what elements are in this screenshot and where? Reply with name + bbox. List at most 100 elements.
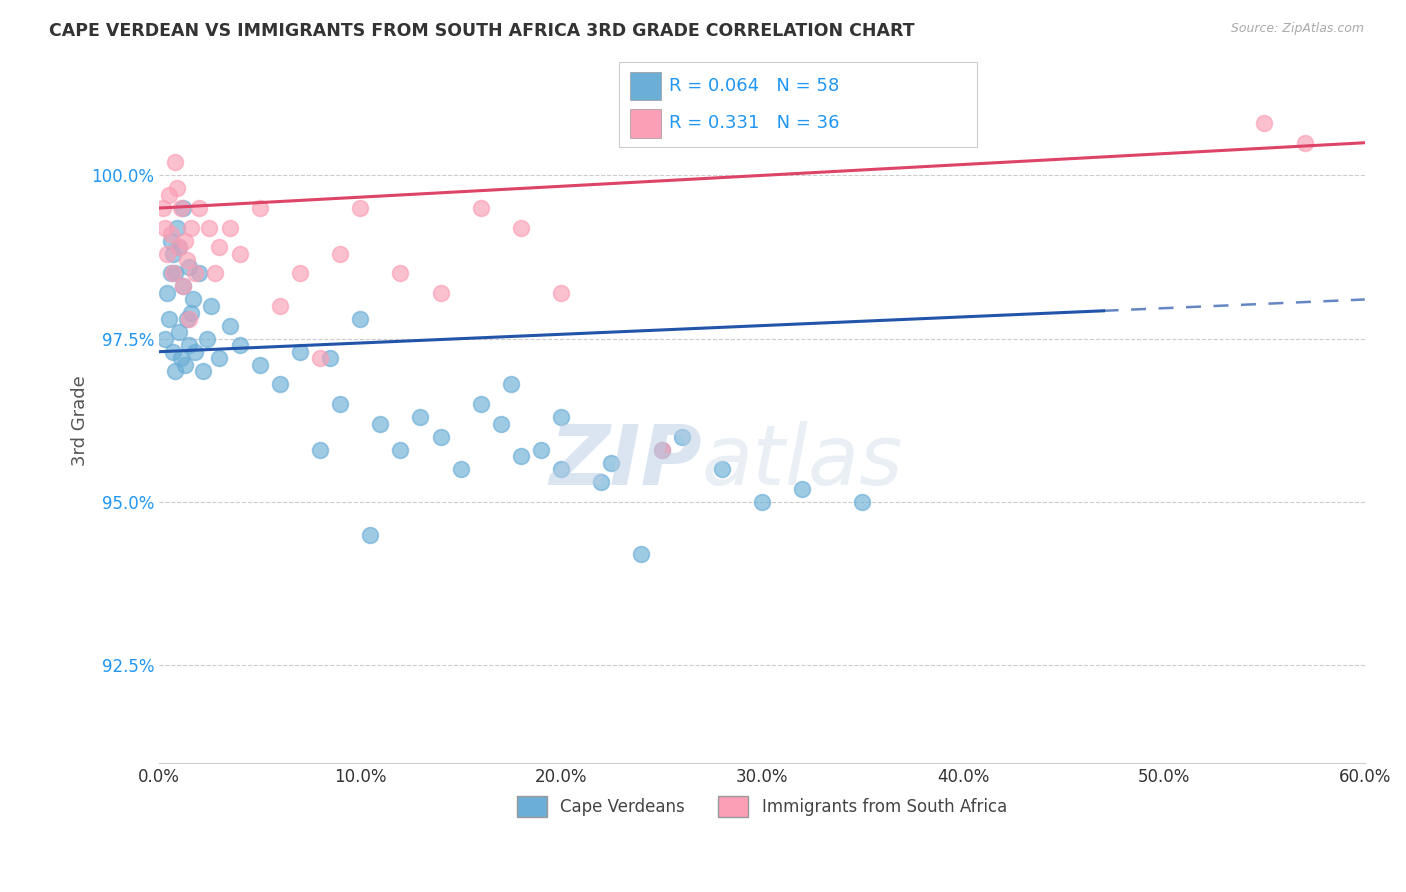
Point: [389, 442, 412, 457]
Point: [174, 358, 197, 372]
Point: [651, 442, 673, 457]
Point: [204, 266, 226, 280]
Point: [170, 351, 193, 366]
Point: [157, 188, 180, 202]
Point: [180, 220, 202, 235]
Point: [228, 246, 250, 260]
Point: [450, 462, 472, 476]
Text: CAPE VERDEAN VS IMMIGRANTS FROM SOUTH AFRICA 3RD GRADE CORRELATION CHART: CAPE VERDEAN VS IMMIGRANTS FROM SOUTH AF…: [49, 22, 915, 40]
Point: [1294, 136, 1316, 150]
Point: [671, 429, 693, 443]
Point: [550, 410, 572, 425]
Legend: Cape Verdeans, Immigrants from South Africa: Cape Verdeans, Immigrants from South Afr…: [510, 789, 1014, 823]
Point: [184, 266, 207, 280]
Point: [208, 351, 231, 366]
Point: [389, 266, 412, 280]
Point: [162, 344, 184, 359]
Point: [162, 246, 184, 260]
Point: [269, 299, 291, 313]
Point: [180, 305, 202, 319]
Point: [162, 266, 184, 280]
Point: [530, 442, 553, 457]
Point: [160, 227, 183, 242]
Point: [329, 397, 352, 411]
Point: [309, 442, 332, 457]
Point: [160, 234, 183, 248]
Point: [156, 246, 179, 260]
Point: [288, 344, 311, 359]
Point: [470, 201, 492, 215]
Point: [651, 442, 673, 457]
Point: [329, 246, 352, 260]
Point: [509, 220, 531, 235]
Point: [176, 312, 198, 326]
Point: [188, 201, 211, 215]
Point: [249, 201, 271, 215]
Point: [165, 364, 187, 378]
Point: [172, 201, 194, 215]
Point: [193, 364, 215, 378]
Point: [170, 201, 193, 215]
Point: [429, 429, 451, 443]
Point: [172, 279, 194, 293]
Text: R = 0.331   N = 36: R = 0.331 N = 36: [669, 114, 839, 132]
Point: [591, 475, 613, 490]
Point: [156, 285, 179, 300]
Y-axis label: 3rd Grade: 3rd Grade: [72, 375, 89, 466]
Point: [166, 181, 188, 195]
Point: [157, 312, 180, 326]
Point: [165, 266, 187, 280]
Point: [499, 377, 522, 392]
Point: [550, 285, 572, 300]
Point: [169, 325, 191, 339]
Point: [165, 155, 187, 169]
Point: [249, 358, 271, 372]
Point: [179, 260, 201, 274]
Point: [172, 279, 194, 293]
Point: [197, 332, 219, 346]
Point: [1253, 116, 1275, 130]
Point: [269, 377, 291, 392]
Point: [169, 240, 191, 254]
Point: [368, 417, 391, 431]
Text: Source: ZipAtlas.com: Source: ZipAtlas.com: [1230, 22, 1364, 36]
Point: [176, 253, 198, 268]
Point: [429, 285, 451, 300]
Point: [169, 240, 191, 254]
Text: R = 0.064   N = 58: R = 0.064 N = 58: [669, 78, 839, 95]
Point: [349, 312, 371, 326]
Point: [319, 351, 342, 366]
Point: [792, 482, 814, 496]
Point: [550, 462, 572, 476]
Point: [188, 266, 211, 280]
Text: atlas: atlas: [702, 421, 904, 502]
Point: [509, 449, 531, 463]
Point: [359, 527, 381, 541]
Point: [160, 266, 183, 280]
Point: [349, 201, 371, 215]
Point: [174, 234, 197, 248]
Point: [183, 293, 205, 307]
Text: ZIP: ZIP: [550, 421, 702, 502]
Point: [218, 220, 240, 235]
Point: [155, 332, 177, 346]
Point: [200, 299, 222, 313]
Point: [228, 338, 250, 352]
Point: [288, 266, 311, 280]
Point: [179, 338, 201, 352]
Point: [218, 318, 240, 333]
Point: [208, 240, 231, 254]
Point: [851, 495, 873, 509]
Point: [710, 462, 733, 476]
Point: [155, 220, 177, 235]
Point: [309, 351, 332, 366]
Point: [751, 495, 773, 509]
Point: [152, 201, 174, 215]
Point: [184, 344, 207, 359]
Point: [630, 547, 652, 561]
Point: [166, 220, 188, 235]
Point: [470, 397, 492, 411]
Point: [198, 220, 221, 235]
Point: [489, 417, 512, 431]
Point: [409, 410, 432, 425]
